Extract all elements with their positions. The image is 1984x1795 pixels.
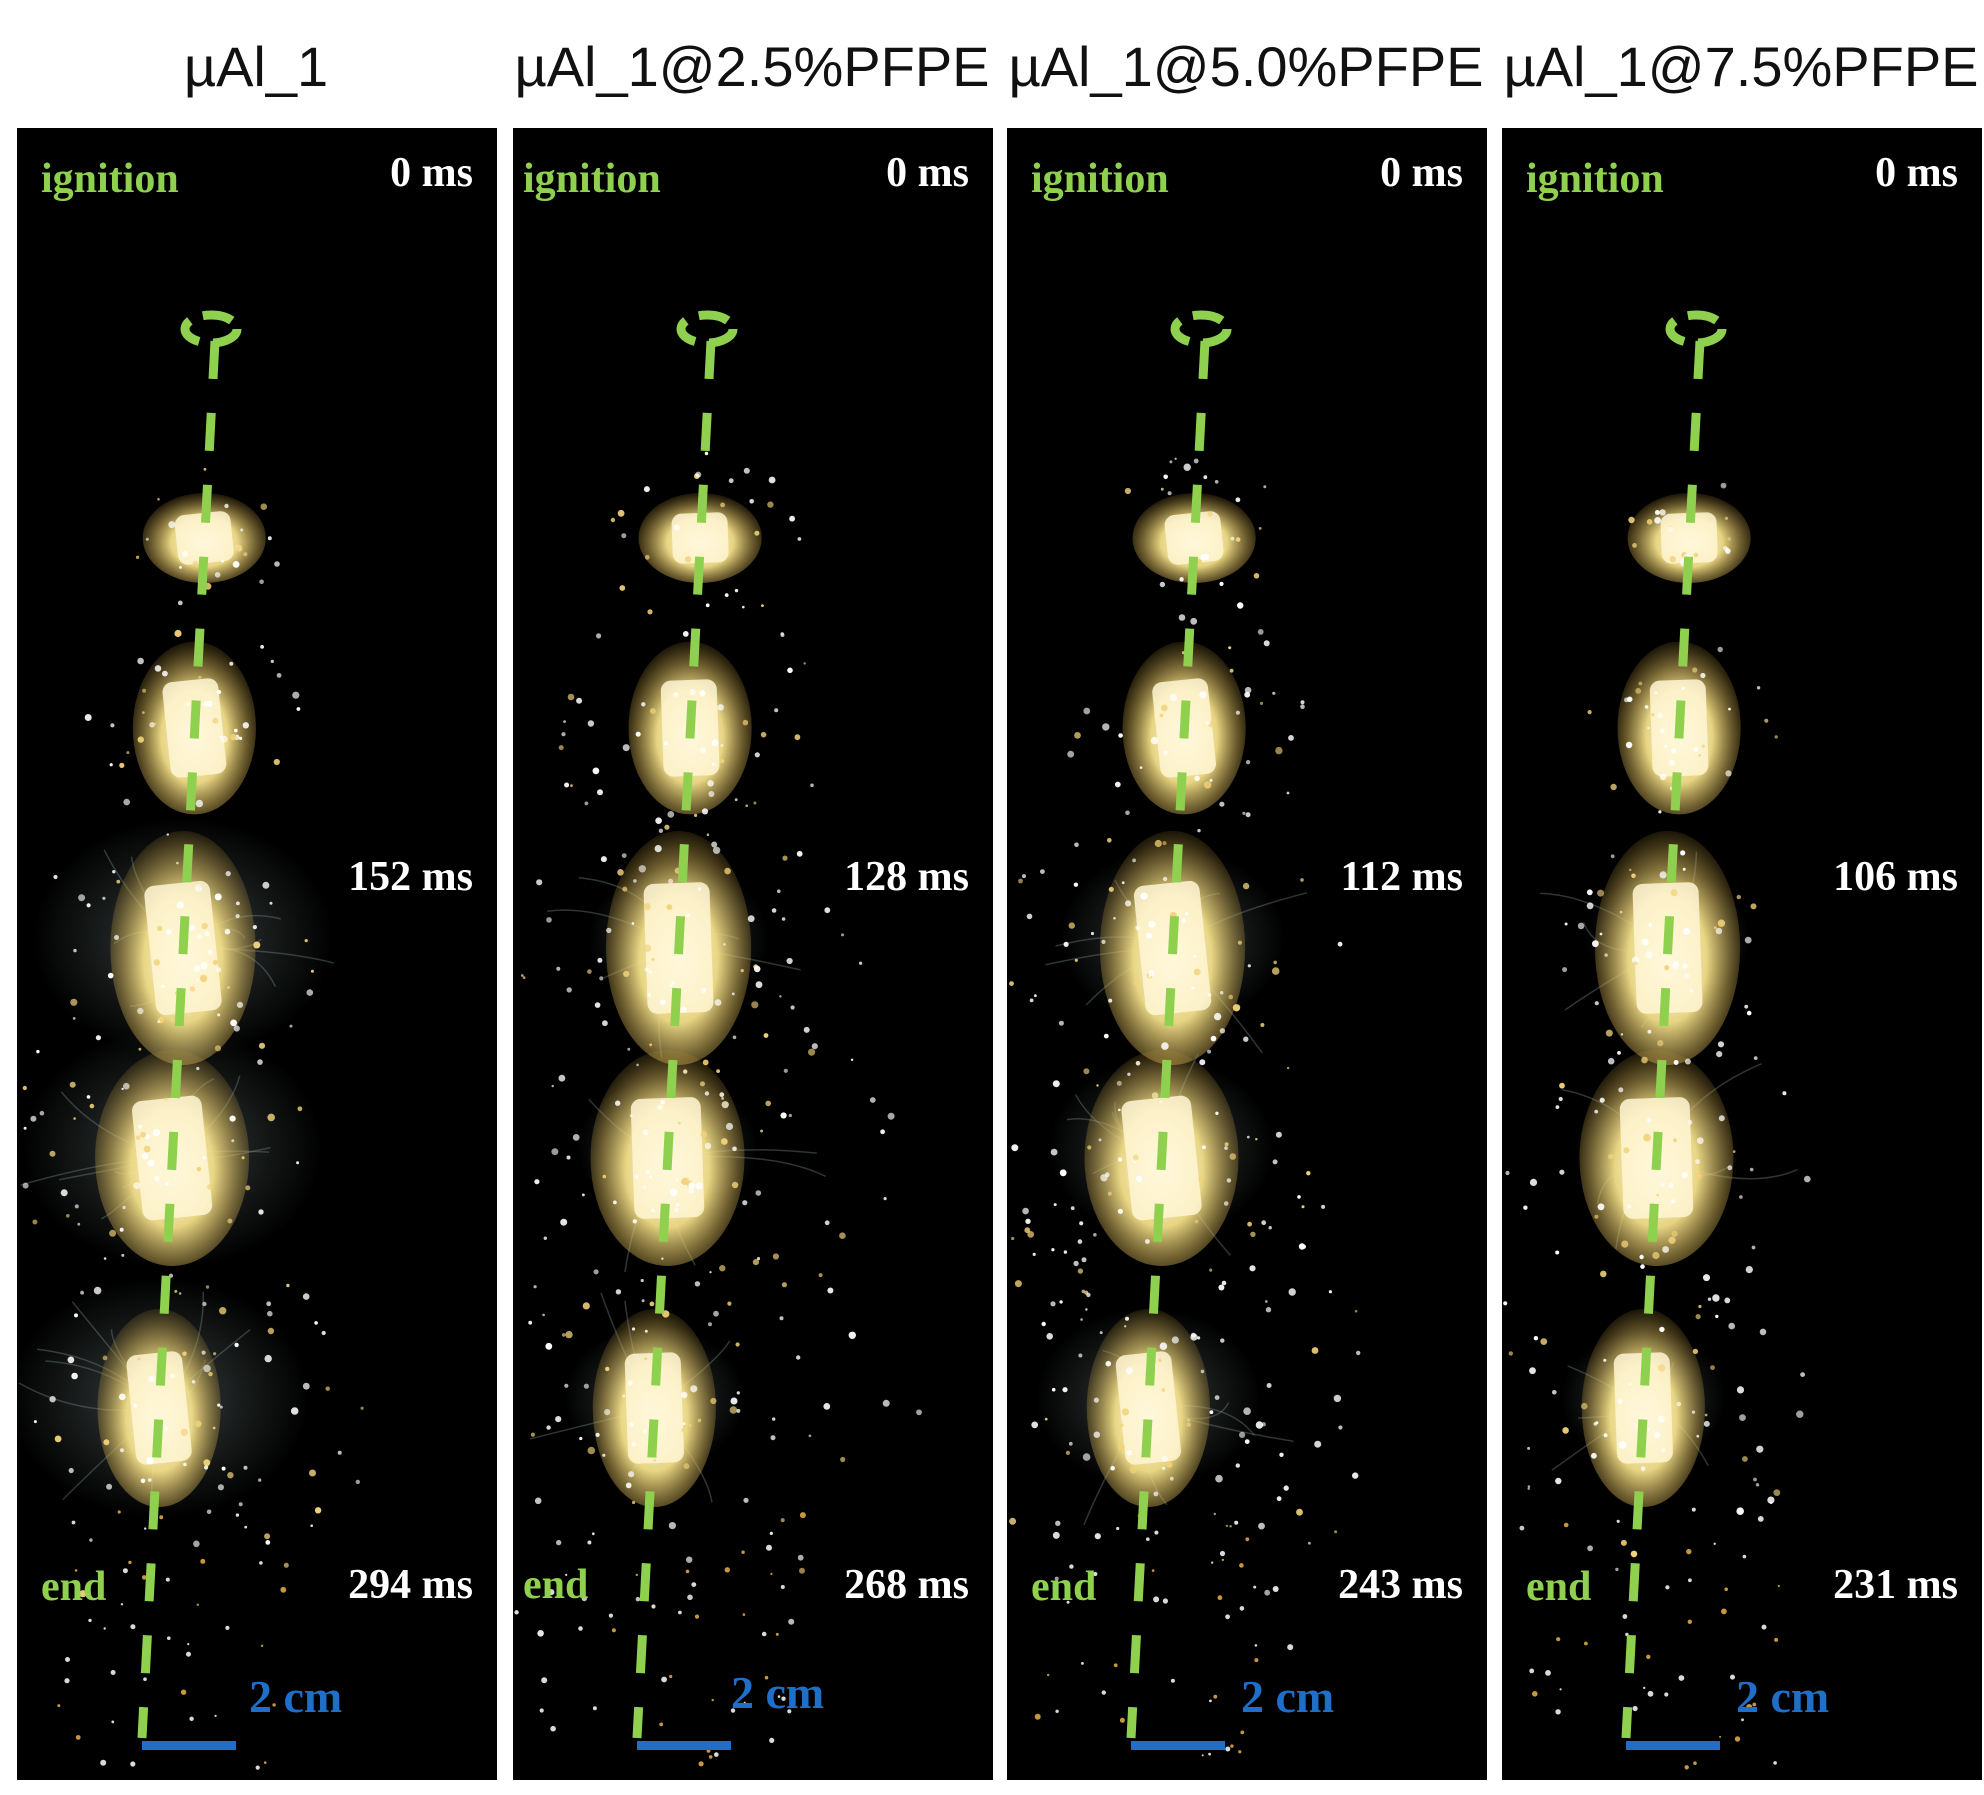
combustion-sequence-image-4 [1503, 310, 1811, 1770]
start-time-label: 0 ms [886, 150, 969, 196]
scale-label: 2 cm [1241, 1671, 1335, 1722]
column-title-1: µAl_1 [183, 35, 329, 98]
column-title-4: µAl_1@7.5%PFPE [1503, 35, 1979, 98]
end-label: end [523, 1562, 589, 1608]
column-title-2: µAl_1@2.5%PFPE [514, 35, 990, 98]
combustion-sequence-image-3 [1009, 310, 1361, 1757]
end-label: end [1526, 1564, 1592, 1610]
end-label: end [41, 1564, 107, 1610]
mid-time-label: 128 ms [844, 854, 969, 900]
start-time-label: 0 ms [390, 150, 473, 196]
combustion-sequence-image-1 [17, 310, 364, 1770]
mid-time-label: 152 ms [348, 854, 473, 900]
scale-bar [1626, 1741, 1720, 1750]
scale-bar [1131, 1741, 1225, 1750]
scale-label: 2 cm [249, 1671, 343, 1722]
end-time-label: 231 ms [1833, 1562, 1958, 1608]
scale-label: 2 cm [1736, 1671, 1830, 1722]
combustion-panel-2: ignition 0 ms 128 ms end 268 ms 2 cm [513, 128, 993, 1780]
end-label: end [1031, 1564, 1097, 1610]
mid-time-label: 112 ms [1340, 854, 1463, 900]
combustion-sequence-image-2 [514, 310, 922, 1767]
ignition-label: ignition [523, 156, 661, 202]
scale-bar [142, 1741, 236, 1750]
start-time-label: 0 ms [1875, 150, 1958, 196]
end-time-label: 294 ms [348, 1562, 473, 1608]
start-time-label: 0 ms [1380, 150, 1463, 196]
combustion-panel-1: ignition 0 ms 152 ms end 294 ms 2 cm [17, 128, 497, 1780]
column-title-3: µAl_1@5.0%PFPE [1008, 35, 1484, 98]
combustion-panel-4: ignition 0 ms 106 ms end 231 ms 2 cm [1502, 128, 1982, 1780]
ignition-label: ignition [1526, 156, 1664, 202]
scale-bar [637, 1741, 731, 1750]
scale-label: 2 cm [731, 1667, 825, 1718]
ignition-label: ignition [1031, 156, 1169, 202]
ignition-label: ignition [41, 156, 179, 202]
mid-time-label: 106 ms [1833, 854, 1958, 900]
end-time-label: 268 ms [844, 1562, 969, 1608]
end-time-label: 243 ms [1338, 1562, 1463, 1608]
combustion-panel-3: ignition 0 ms 112 ms end 243 ms 2 cm [1007, 128, 1487, 1780]
